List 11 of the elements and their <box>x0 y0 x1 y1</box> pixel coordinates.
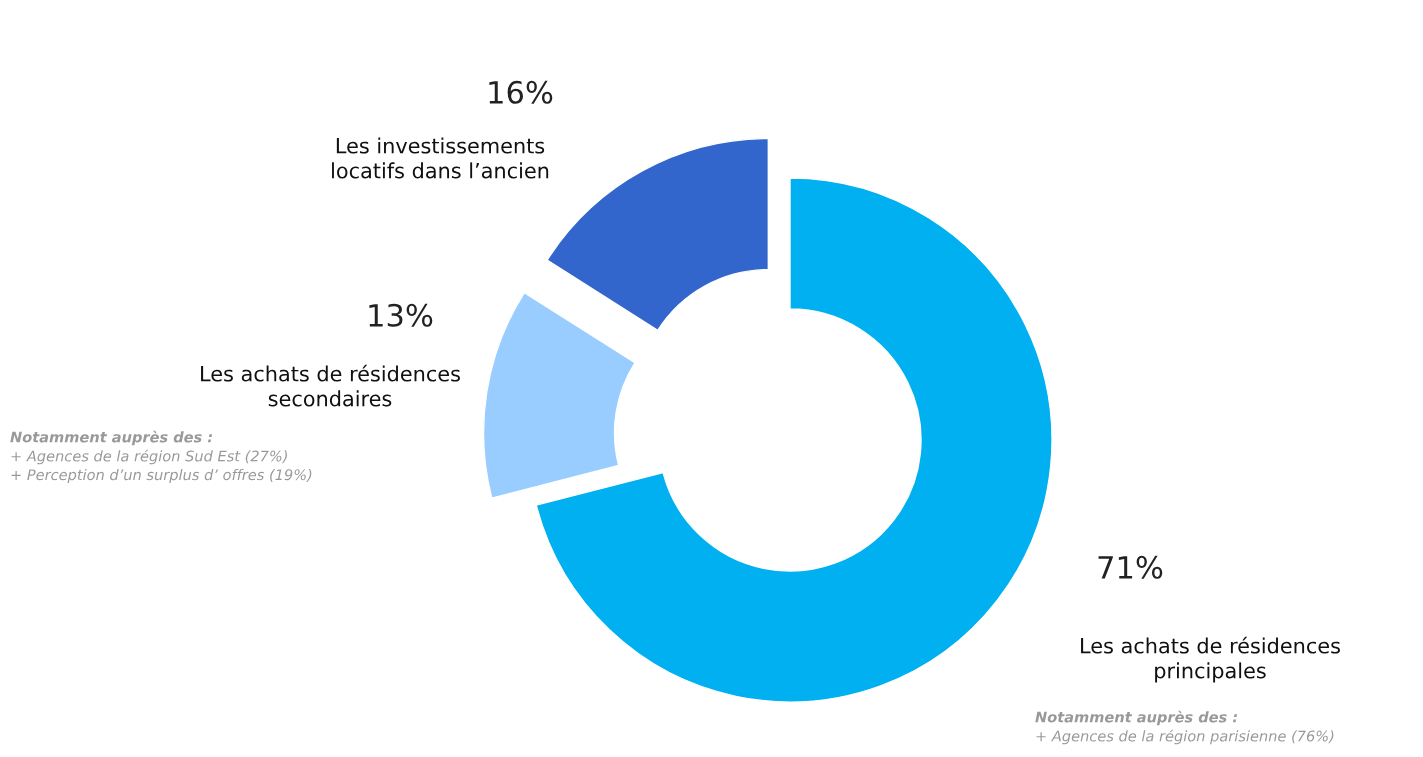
data-label: 13% <box>369 303 433 327</box>
slice-label: Les achats de résidences principales <box>1081 636 1340 683</box>
text: Notamment auprès des : <box>10 430 213 446</box>
text: + Perception d’un surplus d’ offres (19%) <box>11 468 312 484</box>
text: + Agences de la région parisienne (76%) <box>1036 729 1334 745</box>
slice-label: Les investissements locatifs dans l’ancien <box>332 137 549 179</box>
text: Notamment auprès des : <box>1035 710 1238 726</box>
slice-label: Les achats de résidences secondaires <box>201 364 460 407</box>
data-label: 16% <box>489 80 553 104</box>
text: + Agences de la région Sud Est (27%) <box>11 449 287 465</box>
data-label: 71% <box>1098 555 1163 579</box>
